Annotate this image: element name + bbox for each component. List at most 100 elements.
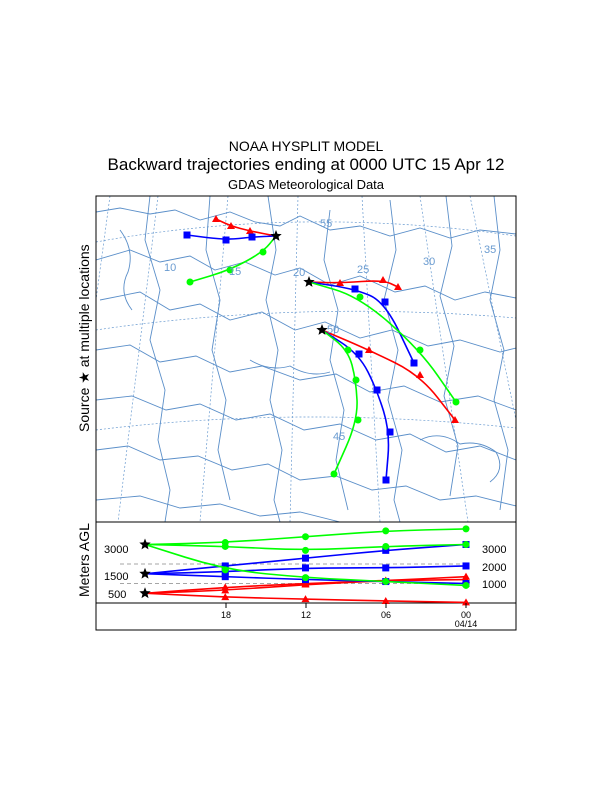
y-left-1500: 1500 [104,571,128,583]
lat-label-50: 50 [327,324,339,336]
trajectory-marker [379,276,387,283]
profile-point [382,527,390,535]
map-frame [95,195,517,523]
trajectory-marker [351,285,359,293]
profile-source-star-1 [139,538,151,550]
profile-series-line [144,543,467,575]
trajectory-layer [183,215,460,484]
x-tick-12: 12 [301,610,311,620]
y-right-2000: 2000 [482,562,506,574]
profile-point [221,542,229,550]
profile-point [462,598,470,606]
trajectory-marker [355,350,363,358]
lon-label-30: 30 [423,256,435,268]
trajectory-marker [227,222,235,229]
y-left-500: 500 [108,589,126,601]
lon-label-35: 35 [484,244,496,256]
map-area [96,196,516,522]
source-label: Source ★ at multiple locations [76,244,92,432]
trajectory-marker [452,398,460,406]
trajectory-marker [373,386,381,394]
source-star-1 [270,230,282,241]
trajectory-marker [212,215,220,222]
profile-point [381,597,390,605]
x-tick-06: 06 [381,610,391,620]
trajectory-marker [394,283,402,290]
trajectory-marker [356,293,364,301]
profile-point [382,546,390,554]
title-model: NOAA HYSPLIT MODEL [228,138,384,154]
profile-series-line [144,543,467,551]
x-tick-18: 18 [221,610,231,620]
lat-label-45: 45 [333,431,345,443]
trajectory-marker [248,233,256,241]
trajectory-marker [386,428,394,436]
source-star-2 [303,276,315,287]
trajectory-marker [222,236,230,244]
profile-source-star-2 [139,567,151,579]
trajectory-marker [352,376,360,384]
trajectory-marker [246,227,254,234]
lon-label-15: 15 [229,266,241,278]
trajectory-line [308,281,457,403]
profile-point [221,562,229,570]
y-axis-title: Meters AGL [76,523,92,597]
trajectory-line [186,234,277,240]
profile-point [302,564,309,572]
profile-source-star-3 [139,587,151,599]
profile-point [301,595,310,603]
y-right-3000: 3000 [482,544,506,556]
lat-label-55: 55 [320,218,332,230]
title-data: GDAS Meteorological Data [227,177,385,192]
profile-point [221,586,230,594]
profile-layer [139,525,470,606]
longitude-grid [96,196,516,522]
title-main: Backward trajectories ending at 0000 UTC… [107,155,505,174]
trajectory-marker [416,371,424,378]
lon-label-20: 20 [293,267,305,279]
profile-point [462,525,470,533]
map-borders [96,196,516,522]
profile-series-line [144,528,467,546]
trajectory-marker [226,266,234,274]
lon-label-25: 25 [357,264,369,276]
source-star-3 [316,324,328,335]
profile-point [382,564,390,572]
profile-point [462,541,470,548]
latitude-grid [96,221,516,431]
profile-point [221,593,230,601]
trajectory-line [321,329,456,421]
profile-point [302,554,309,562]
profile-point [382,578,390,586]
y-right-1000: 1000 [482,579,506,591]
profile-series-line [144,543,467,587]
trajectory-marker [382,476,390,484]
trajectory-marker [410,359,418,367]
profile-frame [95,521,517,631]
trajectory-marker [451,416,459,423]
trajectory-marker [344,346,352,354]
lon-label-10: 10 [164,262,176,274]
trajectory-line [321,329,358,475]
trajectory-marker [416,346,424,354]
profile-point [302,546,309,554]
profile-point [382,542,390,550]
trajectory-marker [183,231,191,239]
y-left-3000: 3000 [104,544,128,556]
trajectory-marker [336,279,344,286]
trajectory-line [321,329,390,481]
trajectory-marker [259,248,267,256]
profile-series-line [144,565,467,575]
trajectory-marker [354,416,362,424]
x-tick-00: 00 [461,610,471,620]
profile-point [462,562,470,570]
profile-point [302,574,309,582]
profile-point [301,580,310,588]
trajectory-marker [381,298,389,306]
trajectory-marker [365,346,373,353]
profile-point [462,581,470,589]
trajectory-marker [186,278,194,286]
profile-point [221,573,229,581]
profile-point [221,566,229,574]
